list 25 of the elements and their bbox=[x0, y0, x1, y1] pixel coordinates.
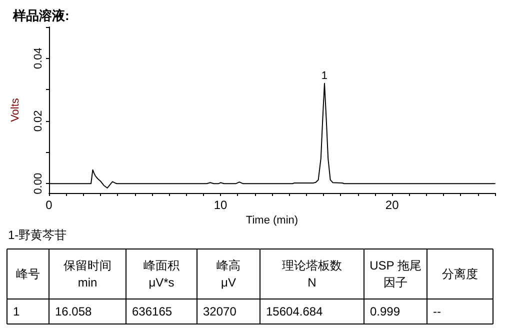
annotation: 1 bbox=[321, 70, 328, 82]
y-axis-title: Volts bbox=[10, 98, 22, 122]
text: 峰号 bbox=[16, 267, 40, 281]
text: 分离度 bbox=[442, 267, 478, 281]
x-tick-label: 10 bbox=[214, 198, 228, 212]
text: USP 拖尾因子 bbox=[370, 258, 422, 290]
text: 32070 bbox=[203, 304, 237, 318]
text: 保留时间 min bbox=[64, 258, 112, 290]
y-tick-label: 0.00 bbox=[32, 172, 44, 194]
chart-title: 样品溶液: bbox=[12, 8, 70, 23]
y-tick-label: 0.02 bbox=[32, 110, 44, 132]
text: 1 bbox=[13, 304, 20, 318]
x-tick-label: 0 bbox=[46, 198, 53, 212]
text: 0.999 bbox=[370, 304, 400, 318]
y-tick-label: 0.04 bbox=[32, 48, 44, 70]
text: 峰高 μV bbox=[216, 258, 240, 290]
text: 理论塔板数 N bbox=[282, 258, 342, 290]
x-tick-label: 20 bbox=[385, 198, 400, 212]
text: 15604.684 bbox=[266, 304, 324, 318]
text: 峰面积 μV*s bbox=[144, 258, 180, 290]
text: -- bbox=[433, 304, 441, 318]
x-axis-title: Time (min) bbox=[246, 214, 298, 226]
text: 1-野黄芩苷 bbox=[8, 228, 67, 242]
text: 16.058 bbox=[55, 304, 92, 318]
text: 636165 bbox=[132, 304, 172, 318]
